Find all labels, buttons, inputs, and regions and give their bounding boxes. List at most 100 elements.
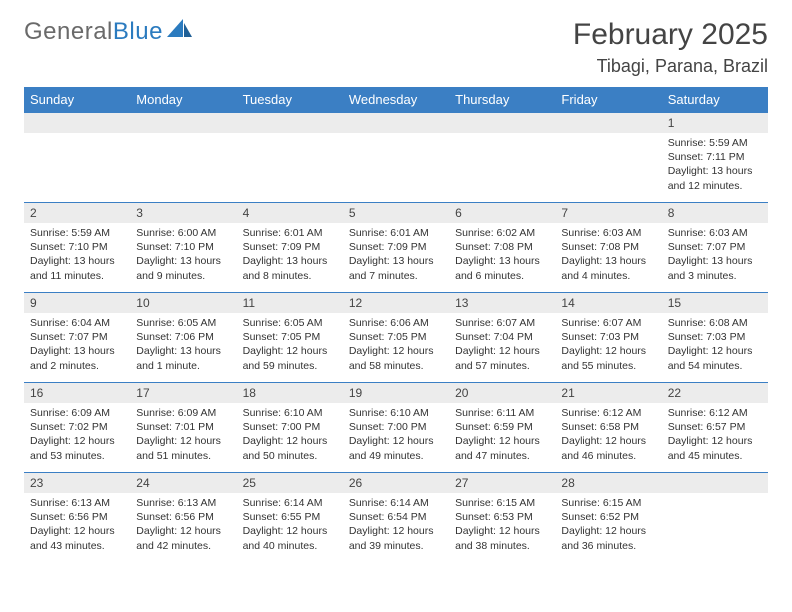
weekday-header-row: Sunday Monday Tuesday Wednesday Thursday… (24, 87, 768, 113)
day-number: 14 (555, 293, 661, 313)
day-data: Sunrise: 6:01 AMSunset: 7:09 PMDaylight:… (343, 223, 449, 289)
day-number: 27 (449, 473, 555, 493)
calendar-day-cell: 24Sunrise: 6:13 AMSunset: 6:56 PMDayligh… (130, 473, 236, 563)
calendar-day-cell: 3Sunrise: 6:00 AMSunset: 7:10 PMDaylight… (130, 203, 236, 293)
calendar-day-cell: 14Sunrise: 6:07 AMSunset: 7:03 PMDayligh… (555, 293, 661, 383)
day-data: Sunrise: 6:13 AMSunset: 6:56 PMDaylight:… (130, 493, 236, 559)
day-data: Sunrise: 6:05 AMSunset: 7:05 PMDaylight:… (237, 313, 343, 379)
logo-text-gray: General (24, 18, 113, 46)
calendar-day-cell: 12Sunrise: 6:06 AMSunset: 7:05 PMDayligh… (343, 293, 449, 383)
page-header: GeneralBlue February 2025 Tibagi, Parana… (24, 18, 768, 77)
month-title: February 2025 (573, 18, 768, 52)
day-data: Sunrise: 6:07 AMSunset: 7:03 PMDaylight:… (555, 313, 661, 379)
calendar-day-cell: 19Sunrise: 6:10 AMSunset: 7:00 PMDayligh… (343, 383, 449, 473)
day-data: Sunrise: 6:02 AMSunset: 7:08 PMDaylight:… (449, 223, 555, 289)
calendar-day-cell (449, 113, 555, 203)
day-data: Sunrise: 6:06 AMSunset: 7:05 PMDaylight:… (343, 313, 449, 379)
calendar-day-cell: 16Sunrise: 6:09 AMSunset: 7:02 PMDayligh… (24, 383, 130, 473)
day-number (24, 113, 130, 133)
day-number: 28 (555, 473, 661, 493)
calendar-day-cell: 11Sunrise: 6:05 AMSunset: 7:05 PMDayligh… (237, 293, 343, 383)
calendar-page: GeneralBlue February 2025 Tibagi, Parana… (0, 0, 792, 581)
day-number: 5 (343, 203, 449, 223)
day-number (449, 113, 555, 133)
calendar-day-cell: 9Sunrise: 6:04 AMSunset: 7:07 PMDaylight… (24, 293, 130, 383)
day-data: Sunrise: 6:01 AMSunset: 7:09 PMDaylight:… (237, 223, 343, 289)
calendar-day-cell: 25Sunrise: 6:14 AMSunset: 6:55 PMDayligh… (237, 473, 343, 563)
calendar-day-cell: 1Sunrise: 5:59 AMSunset: 7:11 PMDaylight… (662, 113, 768, 203)
calendar-day-cell (343, 113, 449, 203)
day-number (343, 113, 449, 133)
day-number: 2 (24, 203, 130, 223)
day-data: Sunrise: 6:10 AMSunset: 7:00 PMDaylight:… (343, 403, 449, 469)
day-data: Sunrise: 6:00 AMSunset: 7:10 PMDaylight:… (130, 223, 236, 289)
day-data: Sunrise: 6:13 AMSunset: 6:56 PMDaylight:… (24, 493, 130, 559)
day-number: 19 (343, 383, 449, 403)
calendar-day-cell: 23Sunrise: 6:13 AMSunset: 6:56 PMDayligh… (24, 473, 130, 563)
calendar-week-row: 9Sunrise: 6:04 AMSunset: 7:07 PMDaylight… (24, 293, 768, 383)
day-number: 1 (662, 113, 768, 133)
day-data: Sunrise: 6:03 AMSunset: 7:07 PMDaylight:… (662, 223, 768, 289)
day-number: 22 (662, 383, 768, 403)
calendar-day-cell: 6Sunrise: 6:02 AMSunset: 7:08 PMDaylight… (449, 203, 555, 293)
calendar-day-cell: 13Sunrise: 6:07 AMSunset: 7:04 PMDayligh… (449, 293, 555, 383)
day-number (662, 473, 768, 493)
day-number: 16 (24, 383, 130, 403)
day-data: Sunrise: 6:14 AMSunset: 6:55 PMDaylight:… (237, 493, 343, 559)
logo: GeneralBlue (24, 18, 193, 46)
calendar-day-cell: 5Sunrise: 6:01 AMSunset: 7:09 PMDaylight… (343, 203, 449, 293)
day-data: Sunrise: 6:10 AMSunset: 7:00 PMDaylight:… (237, 403, 343, 469)
day-number: 26 (343, 473, 449, 493)
location: Tibagi, Parana, Brazil (573, 56, 768, 77)
calendar-day-cell (555, 113, 661, 203)
day-data: Sunrise: 6:08 AMSunset: 7:03 PMDaylight:… (662, 313, 768, 379)
calendar-body: 1Sunrise: 5:59 AMSunset: 7:11 PMDaylight… (24, 113, 768, 563)
day-data: Sunrise: 6:07 AMSunset: 7:04 PMDaylight:… (449, 313, 555, 379)
calendar-day-cell: 21Sunrise: 6:12 AMSunset: 6:58 PMDayligh… (555, 383, 661, 473)
weekday-header: Wednesday (343, 87, 449, 113)
logo-text-blue: Blue (113, 18, 163, 46)
day-number: 10 (130, 293, 236, 313)
day-data: Sunrise: 6:12 AMSunset: 6:57 PMDaylight:… (662, 403, 768, 469)
day-number: 12 (343, 293, 449, 313)
day-number: 25 (237, 473, 343, 493)
day-number: 7 (555, 203, 661, 223)
day-number: 8 (662, 203, 768, 223)
calendar-day-cell: 15Sunrise: 6:08 AMSunset: 7:03 PMDayligh… (662, 293, 768, 383)
day-number: 13 (449, 293, 555, 313)
calendar-day-cell: 10Sunrise: 6:05 AMSunset: 7:06 PMDayligh… (130, 293, 236, 383)
calendar-day-cell: 28Sunrise: 6:15 AMSunset: 6:52 PMDayligh… (555, 473, 661, 563)
day-number: 4 (237, 203, 343, 223)
calendar-table: Sunday Monday Tuesday Wednesday Thursday… (24, 87, 768, 563)
day-number: 3 (130, 203, 236, 223)
weekday-header: Thursday (449, 87, 555, 113)
calendar-day-cell (237, 113, 343, 203)
weekday-header: Monday (130, 87, 236, 113)
calendar-day-cell: 27Sunrise: 6:15 AMSunset: 6:53 PMDayligh… (449, 473, 555, 563)
day-data: Sunrise: 6:03 AMSunset: 7:08 PMDaylight:… (555, 223, 661, 289)
day-data: Sunrise: 6:05 AMSunset: 7:06 PMDaylight:… (130, 313, 236, 379)
calendar-week-row: 1Sunrise: 5:59 AMSunset: 7:11 PMDaylight… (24, 113, 768, 203)
calendar-week-row: 2Sunrise: 5:59 AMSunset: 7:10 PMDaylight… (24, 203, 768, 293)
day-data: Sunrise: 6:04 AMSunset: 7:07 PMDaylight:… (24, 313, 130, 379)
day-number: 9 (24, 293, 130, 313)
weekday-header: Tuesday (237, 87, 343, 113)
day-number: 24 (130, 473, 236, 493)
calendar-day-cell: 7Sunrise: 6:03 AMSunset: 7:08 PMDaylight… (555, 203, 661, 293)
day-data: Sunrise: 6:15 AMSunset: 6:53 PMDaylight:… (449, 493, 555, 559)
day-number: 23 (24, 473, 130, 493)
calendar-day-cell (662, 473, 768, 563)
title-block: February 2025 Tibagi, Parana, Brazil (573, 18, 768, 77)
day-number: 17 (130, 383, 236, 403)
day-data: Sunrise: 6:09 AMSunset: 7:01 PMDaylight:… (130, 403, 236, 469)
day-data: Sunrise: 6:11 AMSunset: 6:59 PMDaylight:… (449, 403, 555, 469)
calendar-week-row: 16Sunrise: 6:09 AMSunset: 7:02 PMDayligh… (24, 383, 768, 473)
calendar-day-cell (24, 113, 130, 203)
day-data: Sunrise: 5:59 AMSunset: 7:11 PMDaylight:… (662, 133, 768, 199)
calendar-day-cell (130, 113, 236, 203)
calendar-day-cell: 8Sunrise: 6:03 AMSunset: 7:07 PMDaylight… (662, 203, 768, 293)
calendar-day-cell: 17Sunrise: 6:09 AMSunset: 7:01 PMDayligh… (130, 383, 236, 473)
day-number: 21 (555, 383, 661, 403)
day-number (237, 113, 343, 133)
calendar-day-cell: 22Sunrise: 6:12 AMSunset: 6:57 PMDayligh… (662, 383, 768, 473)
